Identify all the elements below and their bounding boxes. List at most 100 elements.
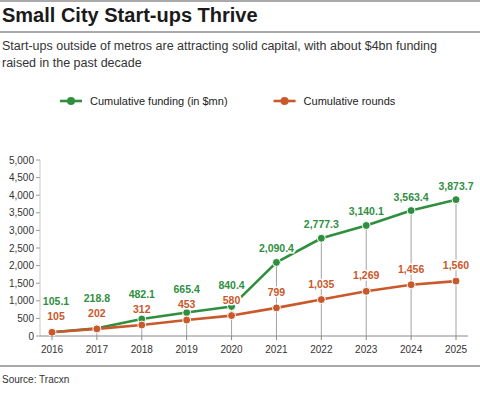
- y-tick-label: 3,000: [9, 225, 34, 236]
- data-label: 665.4: [174, 283, 200, 295]
- data-label: 3,140.1: [349, 205, 384, 217]
- y-tick: [36, 230, 40, 231]
- data-label: 1,269: [353, 269, 379, 281]
- data-label: 799: [268, 286, 286, 298]
- y-tick-label: 0: [28, 331, 34, 342]
- y-tick: [36, 160, 40, 161]
- series-marker: [452, 196, 460, 204]
- y-tick-label: 4,000: [9, 190, 34, 201]
- data-label: 482.1: [129, 288, 155, 300]
- y-tick: [36, 195, 40, 196]
- y-tick-label: 1,000: [9, 295, 34, 306]
- x-tick-label: 2017: [86, 344, 109, 355]
- x-tick-label: 2024: [400, 344, 423, 355]
- series-marker: [93, 324, 101, 332]
- series-marker: [272, 258, 280, 266]
- source: Source: Tracxn: [2, 374, 69, 385]
- data-label: 2,777.3: [304, 218, 339, 230]
- data-label: 1,035: [308, 278, 334, 290]
- x-tick: [231, 336, 232, 340]
- title: Small City Start-ups Thrive: [2, 4, 258, 26]
- data-label: 580: [223, 294, 241, 306]
- series-line: [52, 200, 456, 333]
- y-tick-label: 5,000: [9, 155, 34, 166]
- data-label: 202: [88, 307, 106, 319]
- subtitle-line: Start-ups outside of metros are attracti…: [2, 39, 437, 53]
- x-tick-label: 2023: [355, 344, 378, 355]
- y-tick-label: 3,500: [9, 207, 34, 218]
- x-tick-label: 2019: [176, 344, 199, 355]
- data-label: 3,873.7: [438, 180, 473, 192]
- chart: Small City Start-ups Thrive Start-ups out…: [0, 0, 480, 393]
- x-tick-label: 2025: [445, 344, 468, 355]
- x-tick: [96, 336, 97, 340]
- data-label: 3,563.4: [394, 191, 429, 203]
- series-marker: [317, 296, 325, 304]
- series-marker: [362, 287, 370, 295]
- x-axis: [40, 336, 468, 337]
- data-label: 1,456: [398, 263, 424, 275]
- grid-line: [276, 262, 277, 336]
- x-tick: [456, 336, 457, 340]
- x-tick-label: 2022: [310, 344, 333, 355]
- data-label: 453: [178, 298, 196, 310]
- x-tick-label: 2020: [220, 344, 243, 355]
- legend-marker: [281, 97, 289, 105]
- labels-group: 105 202 312 453 580 799 1,035 1,269 1,456 1,560 10…: [43, 180, 474, 323]
- x-tick: [366, 336, 367, 340]
- subtitle: Start-ups outside of metros are attracti…: [2, 39, 437, 70]
- legend-label: Cumulative rounds: [304, 95, 396, 107]
- legend-label: Cumulative funding (in $mn): [90, 95, 228, 107]
- series-marker: [317, 234, 325, 242]
- series-group: [48, 196, 460, 336]
- y-tick: [36, 212, 40, 213]
- series-marker: [138, 321, 146, 329]
- top-rule: [0, 1, 480, 2]
- series-marker: [48, 328, 56, 336]
- data-label: 312: [133, 303, 151, 315]
- y-tick-label: 1,500: [9, 278, 34, 289]
- x-tick-label: 2021: [265, 344, 288, 355]
- x-tick-label: 2018: [131, 344, 154, 355]
- series-line: [52, 281, 456, 332]
- y-tick-label: 2,500: [9, 243, 34, 254]
- data-label: 105.1: [43, 295, 69, 307]
- x-tick: [321, 336, 322, 340]
- series-marker: [48, 328, 56, 336]
- series-marker: [272, 304, 280, 312]
- x-tick: [276, 336, 277, 340]
- y-tick: [36, 177, 40, 178]
- series-marker: [362, 221, 370, 229]
- y-tick: [36, 300, 40, 301]
- x-tick-label: 2016: [41, 344, 64, 355]
- y-tick: [36, 265, 40, 266]
- y-tick-label: 500: [17, 313, 34, 324]
- title-rule: [0, 32, 480, 33]
- data-label: 218.8: [84, 292, 110, 304]
- y-tick: [36, 336, 40, 337]
- x-tick: [141, 336, 142, 340]
- y-tick: [36, 283, 40, 284]
- legend-marker: [67, 97, 75, 105]
- y-axis: [40, 160, 41, 336]
- series-marker: [183, 316, 191, 324]
- data-label: 105: [47, 310, 65, 322]
- series-marker: [407, 207, 415, 215]
- data-label: 840.4: [218, 279, 244, 291]
- data-label: 1,560: [443, 259, 469, 271]
- bottom-rule: [0, 366, 480, 367]
- y-tick-label: 2,000: [9, 260, 34, 271]
- data-label: 2,090.4: [259, 242, 294, 254]
- x-tick: [411, 336, 412, 340]
- series-marker: [407, 281, 415, 289]
- y-tick-label: 4,500: [9, 172, 34, 183]
- x-tick: [186, 336, 187, 340]
- chart-root: Small City Start-ups Thrive Start-ups out…: [0, 0, 480, 393]
- y-tick: [36, 318, 40, 319]
- x-tick: [52, 336, 53, 340]
- series-marker: [452, 277, 460, 285]
- y-tick: [36, 248, 40, 249]
- series-marker: [93, 325, 101, 333]
- series-marker: [228, 312, 236, 320]
- subtitle-line: raised in the past decade: [2, 56, 142, 70]
